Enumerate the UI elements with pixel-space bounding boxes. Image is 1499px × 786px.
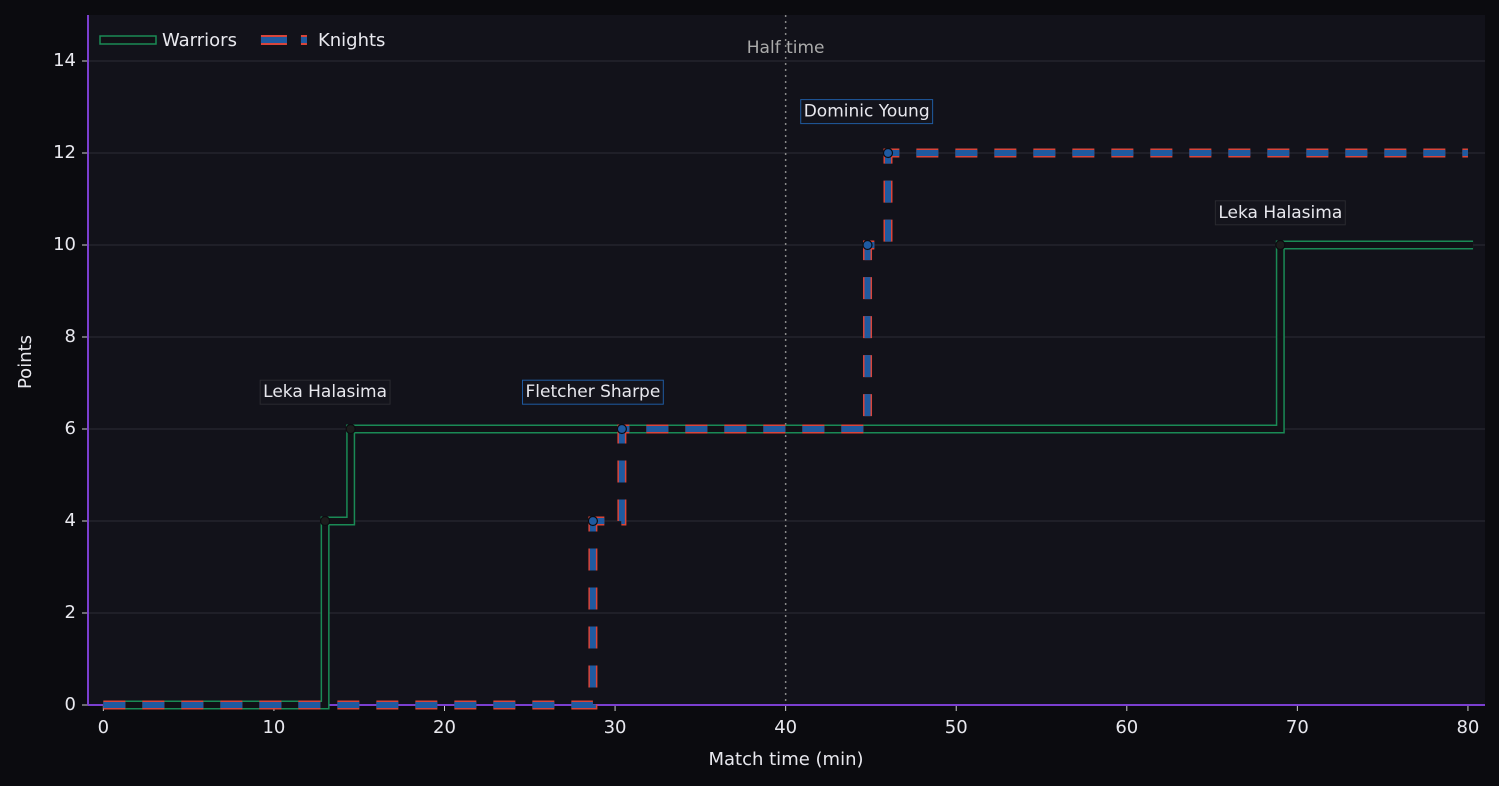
y-tick-label: 10 xyxy=(53,234,76,255)
annotation-text: Dominic Young xyxy=(804,102,930,122)
score-marker xyxy=(345,423,356,435)
score-marker xyxy=(882,147,894,159)
x-tick-label: 70 xyxy=(1286,717,1309,738)
annotation-box xyxy=(259,379,391,405)
x-tick-label: 40 xyxy=(774,717,797,738)
annotation: Dominic Young xyxy=(800,99,934,125)
x-axis-label: Match time (min) xyxy=(708,749,863,770)
annotation-text: Fletcher Sharpe xyxy=(525,382,660,402)
annotation-text: Leka Halasima xyxy=(263,382,387,402)
x-tick-label: 30 xyxy=(604,717,627,738)
y-tick-label: 14 xyxy=(53,50,76,71)
y-tick-label: 4 xyxy=(65,510,76,531)
x-tick-label: 80 xyxy=(1456,717,1479,738)
half-time-label: Half time xyxy=(747,38,825,58)
annotation-box xyxy=(1214,200,1346,226)
legend-swatch xyxy=(99,35,157,45)
x-tick-label: 50 xyxy=(945,717,968,738)
annotation-box xyxy=(521,379,664,405)
plot-area xyxy=(88,15,1485,705)
annotation: Leka Halasima xyxy=(259,379,391,405)
annotation: Leka Halasima xyxy=(1214,200,1346,226)
y-tick-label: 6 xyxy=(65,418,76,439)
score-marker xyxy=(587,515,598,527)
score-marker xyxy=(1275,239,1286,251)
annotation-box xyxy=(800,99,934,125)
x-tick-label: 60 xyxy=(1115,717,1138,738)
x-tick-label: 0 xyxy=(98,717,109,738)
legend-label: Knights xyxy=(318,30,385,51)
line xyxy=(103,150,1468,708)
y-axis-label: Points xyxy=(15,335,36,389)
x-tick-label: 10 xyxy=(262,717,285,738)
y-tick-label: 12 xyxy=(53,142,76,163)
x-tick-label: 20 xyxy=(433,717,456,738)
y-tick-label: 0 xyxy=(65,694,76,715)
score-marker xyxy=(862,239,873,251)
score-marker xyxy=(616,423,627,435)
y-tick-label: 8 xyxy=(65,326,76,347)
legend-label: Warriors xyxy=(162,30,237,51)
annotation: Fletcher Sharpe xyxy=(521,379,664,405)
annotation-text: Leka Halasima xyxy=(1218,203,1342,223)
score-marker xyxy=(319,515,331,527)
y-tick-label: 2 xyxy=(65,602,76,623)
line xyxy=(103,242,1474,708)
